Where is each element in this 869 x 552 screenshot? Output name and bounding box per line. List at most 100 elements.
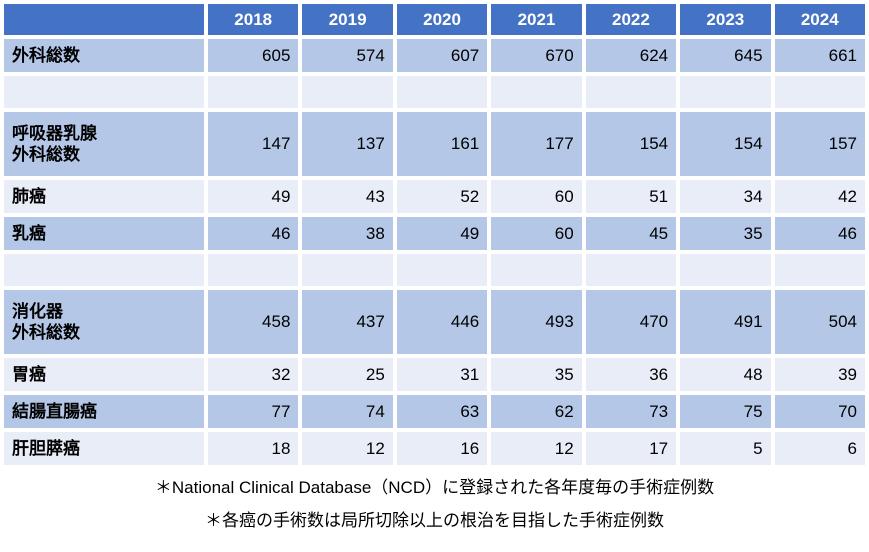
year-header: 2021 — [491, 4, 582, 35]
value-cell: 51 — [585, 180, 677, 213]
value-cell: 5 — [680, 432, 771, 465]
value-cell: 17 — [585, 432, 677, 465]
value-cell: 49 — [396, 217, 488, 250]
value-cell: 670 — [491, 39, 582, 72]
row-label: 乳癌 — [4, 217, 204, 250]
value-cell: 60 — [491, 217, 582, 250]
row-label: 結腸直腸癌 — [4, 395, 204, 428]
table-row: 結腸直腸癌 77 74 63 62 73 75 70 — [4, 395, 865, 428]
row-label — [4, 76, 204, 108]
row-label: 消化器 外科総数 — [4, 290, 204, 354]
row-label: 胃癌 — [4, 358, 204, 391]
value-cell — [680, 254, 771, 286]
value-cell — [774, 76, 865, 108]
value-cell: 34 — [680, 180, 771, 213]
year-header-row: 2018 2019 2020 2021 2022 2023 2024 — [4, 4, 865, 35]
value-cell: 645 — [680, 39, 771, 72]
row-label: 肺癌 — [4, 180, 204, 213]
value-cell: 77 — [208, 395, 299, 428]
value-cell: 45 — [585, 217, 677, 250]
value-cell: 493 — [491, 290, 582, 354]
table-row: 乳癌 46 38 49 60 45 35 46 — [4, 217, 865, 250]
value-cell: 624 — [585, 39, 677, 72]
value-cell: 42 — [774, 180, 865, 213]
value-cell: 157 — [774, 112, 865, 176]
value-cell: 161 — [396, 112, 488, 176]
year-header: 2019 — [302, 4, 393, 35]
value-cell: 137 — [302, 112, 393, 176]
value-cell: 6 — [774, 432, 865, 465]
value-cell: 60 — [491, 180, 582, 213]
value-cell — [774, 254, 865, 286]
value-cell: 12 — [491, 432, 582, 465]
row-label: 肝胆膵癌 — [4, 432, 204, 465]
year-header: 2024 — [774, 4, 865, 35]
value-cell — [396, 254, 488, 286]
value-cell — [208, 76, 299, 108]
value-cell: 16 — [396, 432, 488, 465]
value-cell: 48 — [680, 358, 771, 391]
value-cell — [680, 76, 771, 108]
footnote-radical-surgery: ＊各癌の手術数は局所切除以上の根治を目指した手術症例数 — [205, 511, 664, 531]
value-cell: 74 — [302, 395, 393, 428]
spacer-row — [4, 254, 865, 286]
value-cell: 38 — [302, 217, 393, 250]
value-cell: 177 — [491, 112, 582, 176]
table-row: 消化器 外科総数 458 437 446 493 470 491 504 — [4, 290, 865, 354]
value-cell — [491, 254, 582, 286]
value-cell: 504 — [774, 290, 865, 354]
surgical-cases-table: 2018 2019 2020 2021 2022 2023 2024 外科総数 605 574 6… — [4, 4, 865, 465]
value-cell: 35 — [680, 217, 771, 250]
row-label: 呼吸器乳腺 外科総数 — [4, 112, 204, 176]
value-cell: 458 — [208, 290, 299, 354]
value-cell: 491 — [680, 290, 771, 354]
value-cell: 43 — [302, 180, 393, 213]
value-cell — [585, 254, 677, 286]
table-row: 胃癌 32 25 31 35 36 48 39 — [4, 358, 865, 391]
value-cell: 12 — [302, 432, 393, 465]
value-cell: 39 — [774, 358, 865, 391]
footnotes: ＊National Clinical Database（NCD）に登録された各年… — [0, 477, 869, 532]
table-row: 肺癌 49 43 52 60 51 34 42 — [4, 180, 865, 213]
footnote-ncd: ＊National Clinical Database（NCD）に登録された各年… — [154, 478, 715, 497]
table-row: 呼吸器乳腺 外科総数 147 137 161 177 154 154 157 — [4, 112, 865, 176]
value-cell — [396, 76, 488, 108]
value-cell: 154 — [680, 112, 771, 176]
year-header: 2023 — [680, 4, 771, 35]
value-cell: 49 — [208, 180, 299, 213]
value-cell: 46 — [774, 217, 865, 250]
table-row: 肝胆膵癌 18 12 16 12 17 5 6 — [4, 432, 865, 465]
value-cell: 147 — [208, 112, 299, 176]
value-cell: 661 — [774, 39, 865, 72]
value-cell: 63 — [396, 395, 488, 428]
value-cell: 62 — [491, 395, 582, 428]
year-header: 2020 — [396, 4, 488, 35]
value-cell: 154 — [585, 112, 677, 176]
row-label — [4, 254, 204, 286]
table-row: 外科総数 605 574 607 670 624 645 661 — [4, 39, 865, 72]
value-cell: 437 — [302, 290, 393, 354]
value-cell — [585, 76, 677, 108]
value-cell — [491, 76, 582, 108]
value-cell: 36 — [585, 358, 677, 391]
value-cell: 32 — [208, 358, 299, 391]
value-cell — [302, 76, 393, 108]
value-cell: 31 — [396, 358, 488, 391]
value-cell: 25 — [302, 358, 393, 391]
year-header: 2022 — [585, 4, 677, 35]
value-cell: 52 — [396, 180, 488, 213]
value-cell: 35 — [491, 358, 582, 391]
value-cell: 73 — [585, 395, 677, 428]
value-cell: 607 — [396, 39, 488, 72]
value-cell: 75 — [680, 395, 771, 428]
row-label: 外科総数 — [4, 39, 204, 72]
value-cell: 446 — [396, 290, 488, 354]
value-cell: 470 — [585, 290, 677, 354]
value-cell — [208, 254, 299, 286]
spacer-row — [4, 76, 865, 108]
value-cell: 46 — [208, 217, 299, 250]
value-cell: 18 — [208, 432, 299, 465]
value-cell: 574 — [302, 39, 393, 72]
year-header: 2018 — [208, 4, 299, 35]
